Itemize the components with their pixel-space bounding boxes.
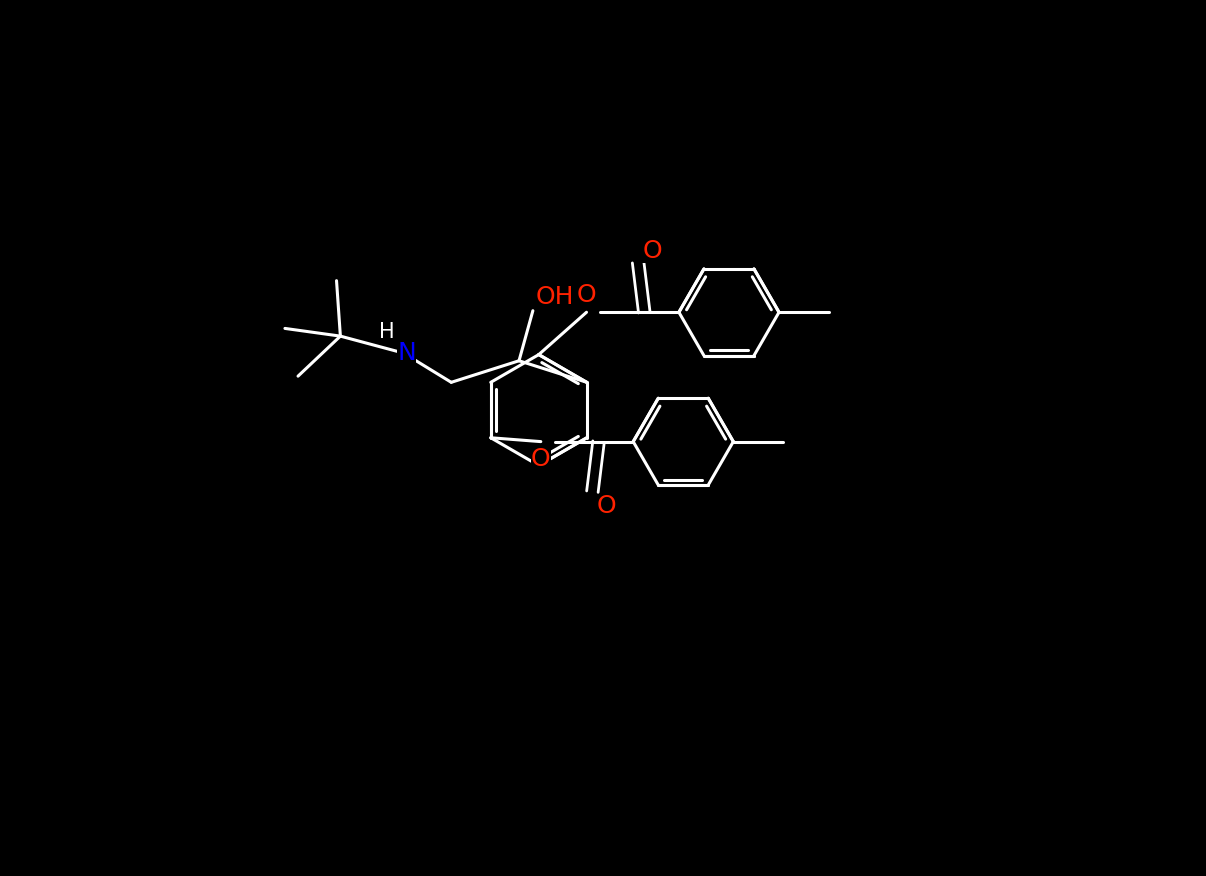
Text: H: H	[379, 321, 394, 342]
Text: O: O	[531, 447, 551, 470]
Text: O: O	[642, 238, 662, 263]
Text: OH: OH	[535, 285, 574, 309]
Text: N: N	[397, 341, 416, 365]
Text: O: O	[597, 493, 616, 518]
Text: O: O	[576, 283, 596, 307]
